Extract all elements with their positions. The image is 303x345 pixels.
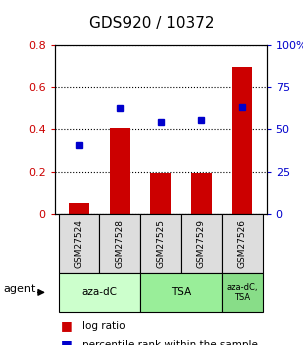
Text: percentile rank within the sample: percentile rank within the sample <box>82 340 258 345</box>
Text: GSM27525: GSM27525 <box>156 219 165 268</box>
Text: GSM27529: GSM27529 <box>197 219 206 268</box>
Bar <box>191 173 211 214</box>
Text: ■: ■ <box>61 338 72 345</box>
Text: GSM27524: GSM27524 <box>75 219 84 268</box>
Text: GDS920 / 10372: GDS920 / 10372 <box>89 16 214 30</box>
Bar <box>69 203 89 214</box>
Text: GSM27528: GSM27528 <box>115 219 124 268</box>
Text: log ratio: log ratio <box>82 321 125 331</box>
Text: GSM27526: GSM27526 <box>238 219 247 268</box>
Text: aza-dC: aza-dC <box>82 287 117 297</box>
Text: ■: ■ <box>61 319 72 333</box>
Text: TSA: TSA <box>171 287 191 297</box>
Bar <box>110 128 130 214</box>
Text: agent: agent <box>3 284 35 294</box>
Text: aza-dC,
TSA: aza-dC, TSA <box>226 283 258 302</box>
Bar <box>150 173 171 214</box>
Bar <box>232 67 252 214</box>
